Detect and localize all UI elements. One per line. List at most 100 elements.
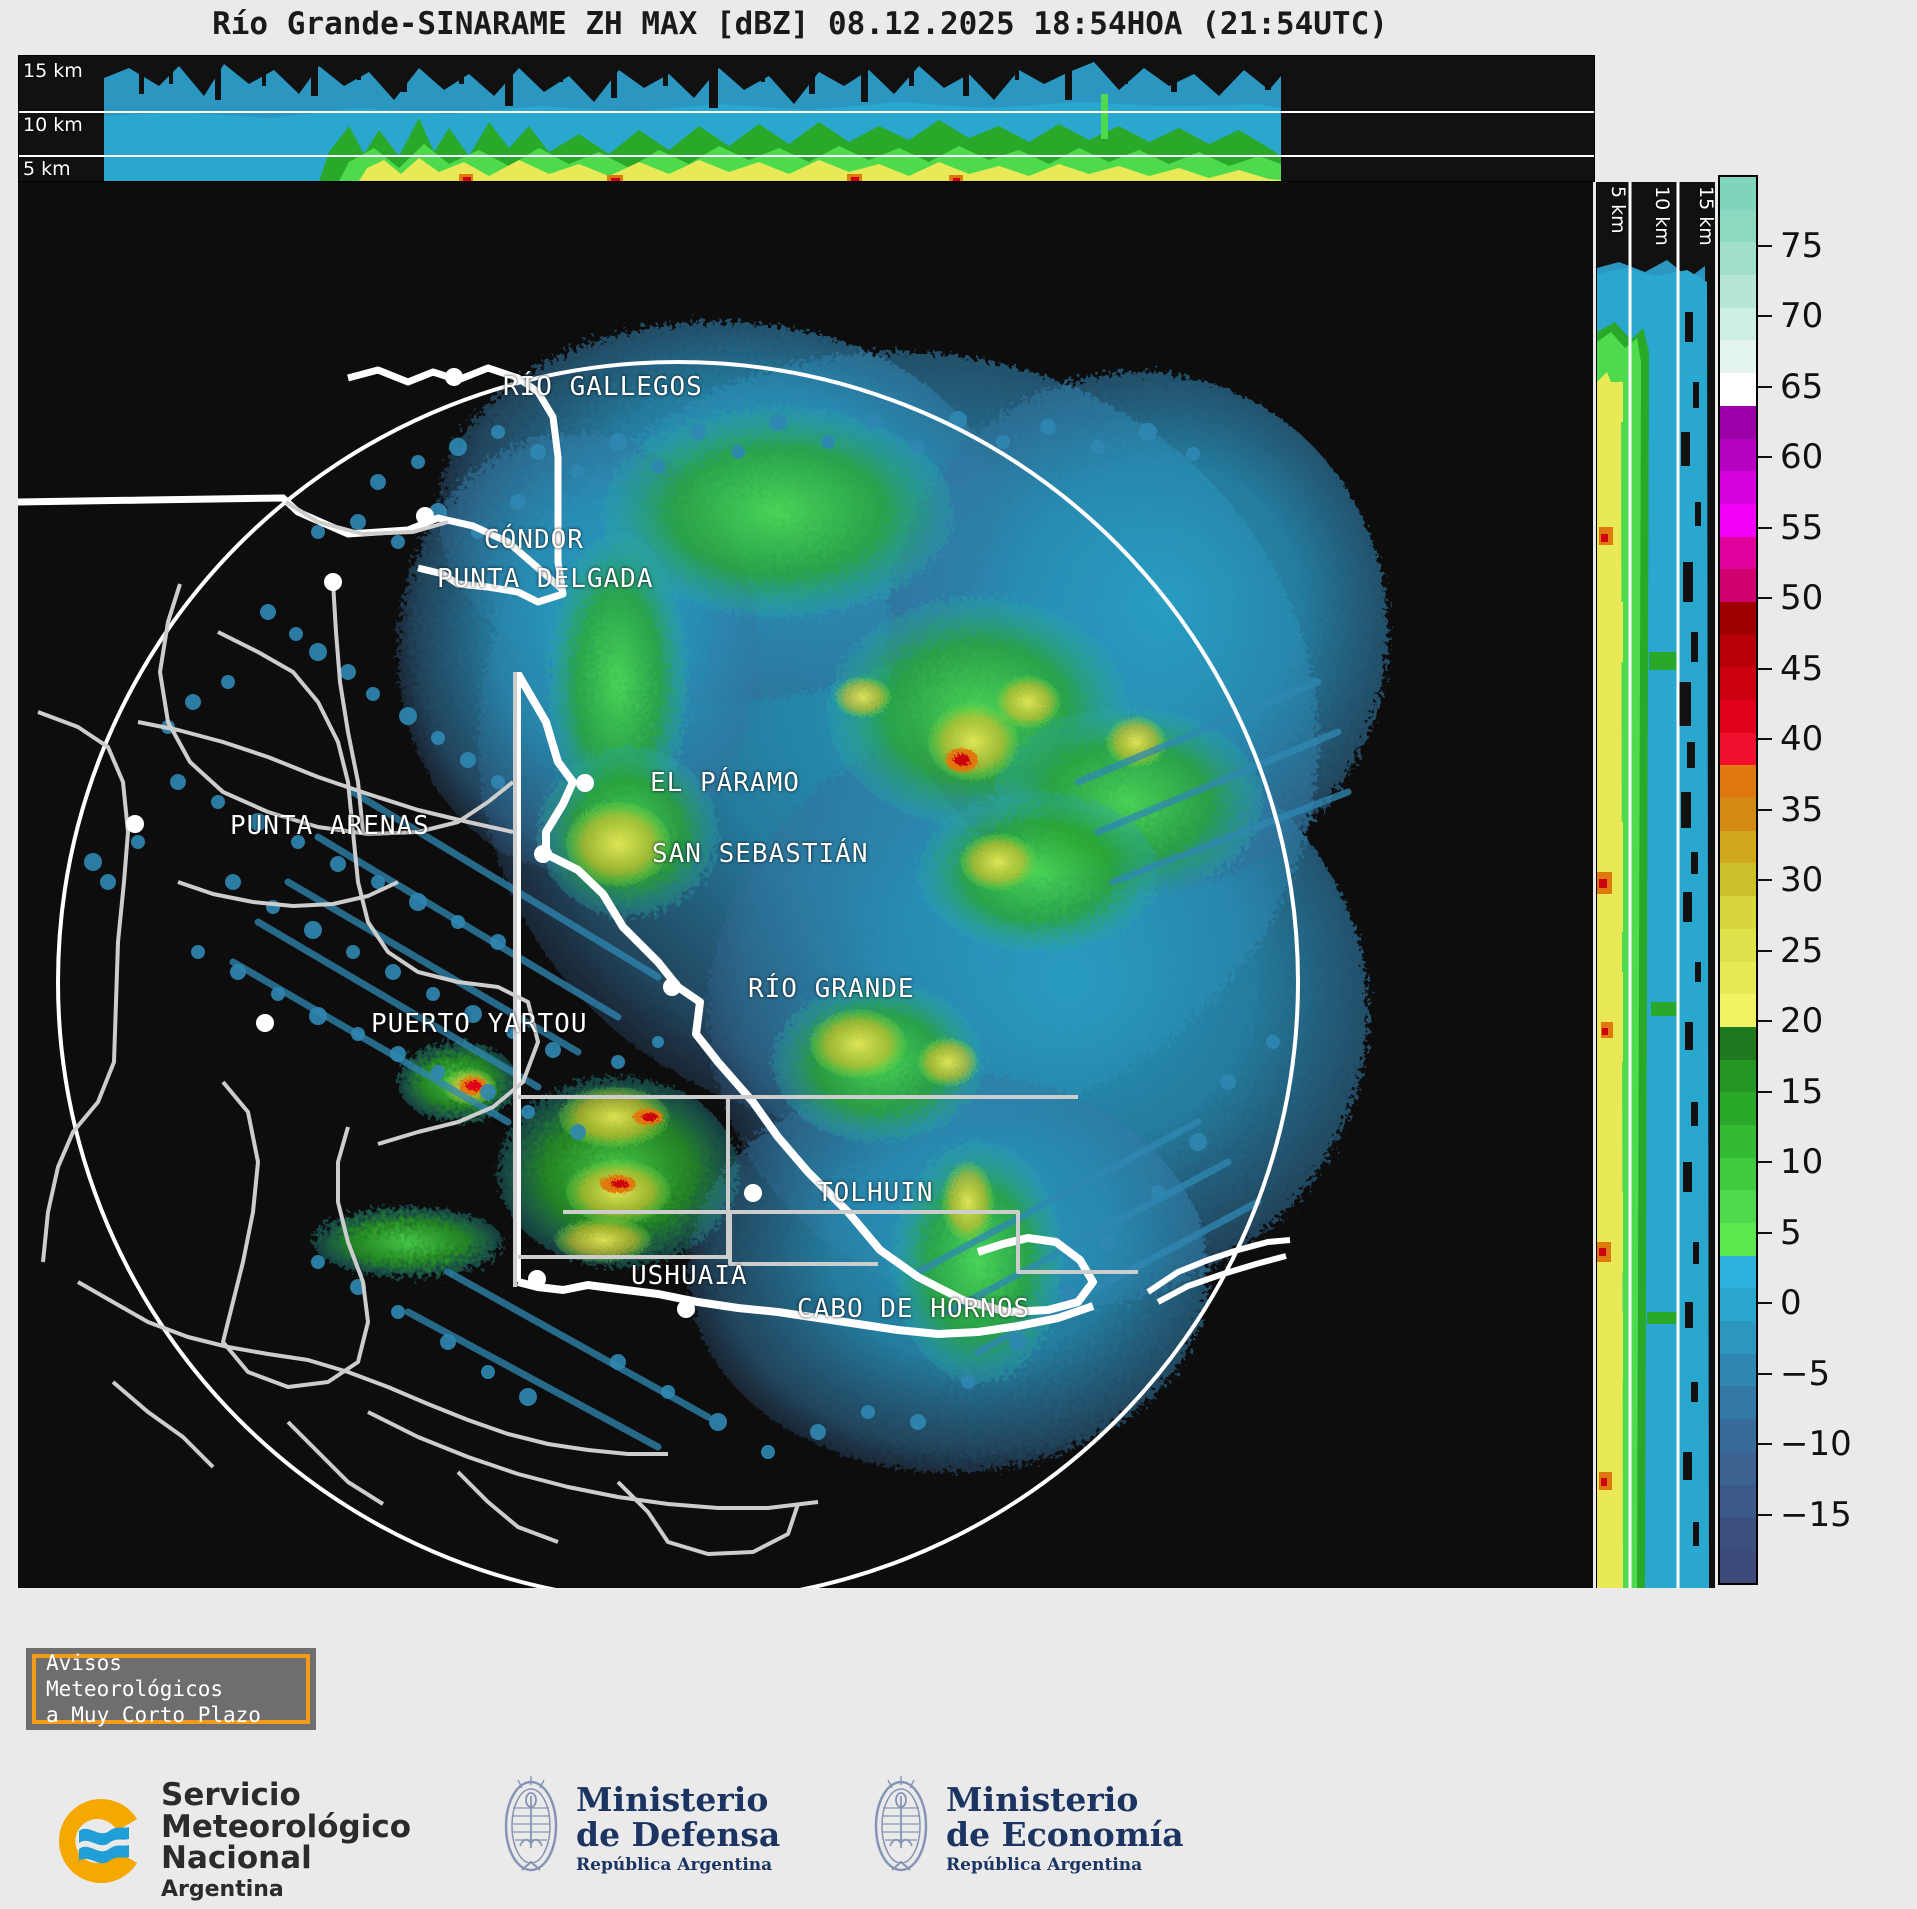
city-dot-cóndor [416,507,434,525]
coastline-beagle [517,1278,1095,1339]
escudo-nacional-icon [870,1774,932,1884]
colorbar-band-38 [1720,1419,1756,1452]
colorbar-band-10 [1720,503,1756,537]
colorbar-tick-65 [1758,385,1772,388]
colorbar-band-14 [1720,634,1756,668]
xsec-top-label-5km: 5 km [23,158,71,180]
colorbar-tick-30 [1758,879,1772,881]
coastline-chile-south-2 [77,1280,668,1456]
colorbar-band-20 [1720,830,1756,864]
city-label-río-grande: RÍO GRANDE [748,974,915,1004]
road-north [284,500,449,536]
colorbar-band-4 [1720,307,1756,341]
island-navarino [616,1480,800,1556]
colorbar-band-22 [1720,896,1756,929]
city-dot-punta-arenas [126,815,144,833]
logo-ministerio-de-economia: Ministerio de Economía República Argenti… [870,1774,1184,1884]
colorbar-tick-label-45: 45 [1780,648,1824,689]
colorbar-band-23 [1720,928,1756,962]
colorbar-band-42 [1720,1549,1756,1583]
defensa-line-1: Ministerio [576,1780,769,1820]
city-label-san-sebastián: SAN SEBASTIÁN [652,839,869,869]
xsec-right-label-5km: 5 km [1607,186,1629,234]
colorbar-tick-label-30: 30 [1780,860,1824,900]
colorbar-tick-5 [1758,1231,1772,1234]
radar-ppi-canvas [18,182,1593,1588]
coastline-inner-3 [177,880,399,908]
radar-range-ring [56,360,1300,1588]
colorbar-tick-75 [1758,244,1772,247]
city-dot-punta-delgada [324,573,342,591]
colorbar-band-16 [1720,700,1756,733]
colorbar-tick-label-5: 5 [1780,1212,1802,1253]
coastline-north [347,364,567,606]
xsec-right-label-15km: 15 km [1695,186,1715,246]
city-label-puerto-yartou: PUERTO YARTOU [371,1009,588,1039]
smn-line-1: Servicio [161,1777,301,1813]
colorbar-band-25 [1720,994,1756,1027]
border-line-north [18,494,566,593]
colorbar-band-5 [1720,340,1756,374]
radar-ppi-panel[interactable]: RÍO GALLEGOS CÓNDOR PUNTA DELGADA EL PÁRAMO… [18,182,1593,1588]
colorbar-tick-60 [1758,456,1772,458]
coastline-islands-east [1146,1237,1291,1305]
colorbar-band-17 [1720,732,1756,766]
colorbar-tick-10 [1758,1161,1772,1163]
colorbar-tick-label-25: 25 [1780,930,1824,971]
colorbar-tick-label-50: 50 [1780,578,1824,618]
colorbar-tick--10 [1758,1443,1772,1445]
colorbar-band-33 [1720,1255,1756,1289]
colorbar-band-6 [1720,373,1756,406]
avisos-meteorologicos-box[interactable]: Avisos Meteorológicos a Muy Corto Plazo [26,1648,316,1730]
colorbar-band-27 [1720,1059,1756,1093]
coastline-tdf-east [514,671,1097,1316]
coastline-fjord-a [111,1380,215,1469]
smn-logo-mark [55,1795,147,1887]
defensa-line-2: de Defensa [576,1815,781,1855]
economia-line-2: de Economía [946,1815,1184,1855]
colorbar-band-31 [1720,1190,1756,1223]
colorbar-band-3 [1720,275,1756,308]
colorbar-band-35 [1720,1321,1756,1354]
colorbar-tick-label--15: −15 [1780,1494,1852,1535]
city-dot-puerto-yartou [256,1014,274,1032]
xsec-top-label-10km: 10 km [23,114,83,136]
province-box-2 [563,1210,878,1266]
colorbar-band-19 [1720,798,1756,831]
colorbar-tick--15 [1758,1513,1772,1516]
economia-line-3: República Argentina [946,1854,1143,1875]
xsec-right-label-10km: 10 km [1651,186,1673,246]
page-title: Río Grande-SINARAME ZH MAX [dBZ] 08.12.2… [212,6,1388,42]
coastline-inner-1 [217,630,540,1146]
colorbar-band-18 [1720,765,1756,799]
colorbar-tick-0 [1758,1302,1772,1304]
colorbar-tick-label-60: 60 [1780,437,1824,477]
city-label-río-gallegos: RÍO GALLEGOS [503,372,703,402]
coastline-chile-south-1 [221,1080,370,1389]
colorbar-band-26 [1720,1026,1756,1060]
city-dot-cabo-de-hornos [677,1300,695,1318]
colorbar-band-21 [1720,863,1756,897]
colorbar-tick-label-75: 75 [1780,225,1824,266]
province-box-3 [730,1210,1138,1274]
colorbar-tick-35 [1758,808,1772,811]
colorbar-band-28 [1720,1092,1756,1125]
colorbar-tick-25 [1758,949,1772,952]
colorbar-tick-label-70: 70 [1780,296,1824,336]
colorbar: 75 70 65 60 55 50 45 40 35 30 25 20 15 10 5 0 −5 −10 −15 [1718,175,1898,1585]
city-label-cabo-de-hornos: CABO DE HORNOS [797,1294,1031,1324]
city-dot-san-sebastián [534,845,552,863]
colorbar-band-8 [1720,438,1756,472]
colorbar-band-12 [1720,569,1756,602]
footer-logos: Servicio Meteorológico Nacional Argentin… [0,1770,1917,1909]
colorbar-tick-label-15: 15 [1780,1071,1824,1112]
avisos-line-1: Avisos Meteorológicos [46,1650,224,1701]
colorbar-tick-label-65: 65 [1780,366,1824,407]
colorbar-band-32 [1720,1223,1756,1256]
colorbar-tick-label-20: 20 [1780,1001,1824,1041]
city-label-punta-delgada: PUNTA DELGADA [437,564,654,594]
colorbar-tick-50 [1758,597,1772,599]
cross-section-top-panel: 15 km 10 km 5 km [18,55,1595,182]
colorbar-band-40 [1720,1484,1756,1518]
colorbar-band-13 [1720,601,1756,635]
